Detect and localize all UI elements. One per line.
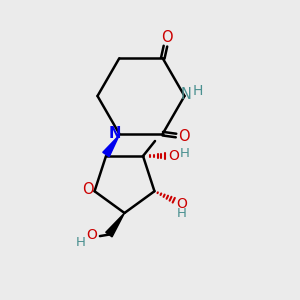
Text: O: O [82, 182, 94, 197]
Polygon shape [106, 213, 124, 237]
Text: H: H [193, 84, 203, 98]
Text: O: O [169, 149, 179, 163]
Text: N: N [181, 87, 191, 102]
Polygon shape [103, 135, 119, 157]
Text: O: O [161, 30, 173, 45]
Text: N: N [109, 126, 121, 141]
Text: O: O [178, 129, 190, 144]
Text: H: H [177, 207, 187, 220]
Text: H: H [76, 236, 86, 249]
Text: O: O [177, 197, 188, 211]
Text: O: O [86, 228, 97, 242]
Text: H: H [180, 146, 190, 160]
